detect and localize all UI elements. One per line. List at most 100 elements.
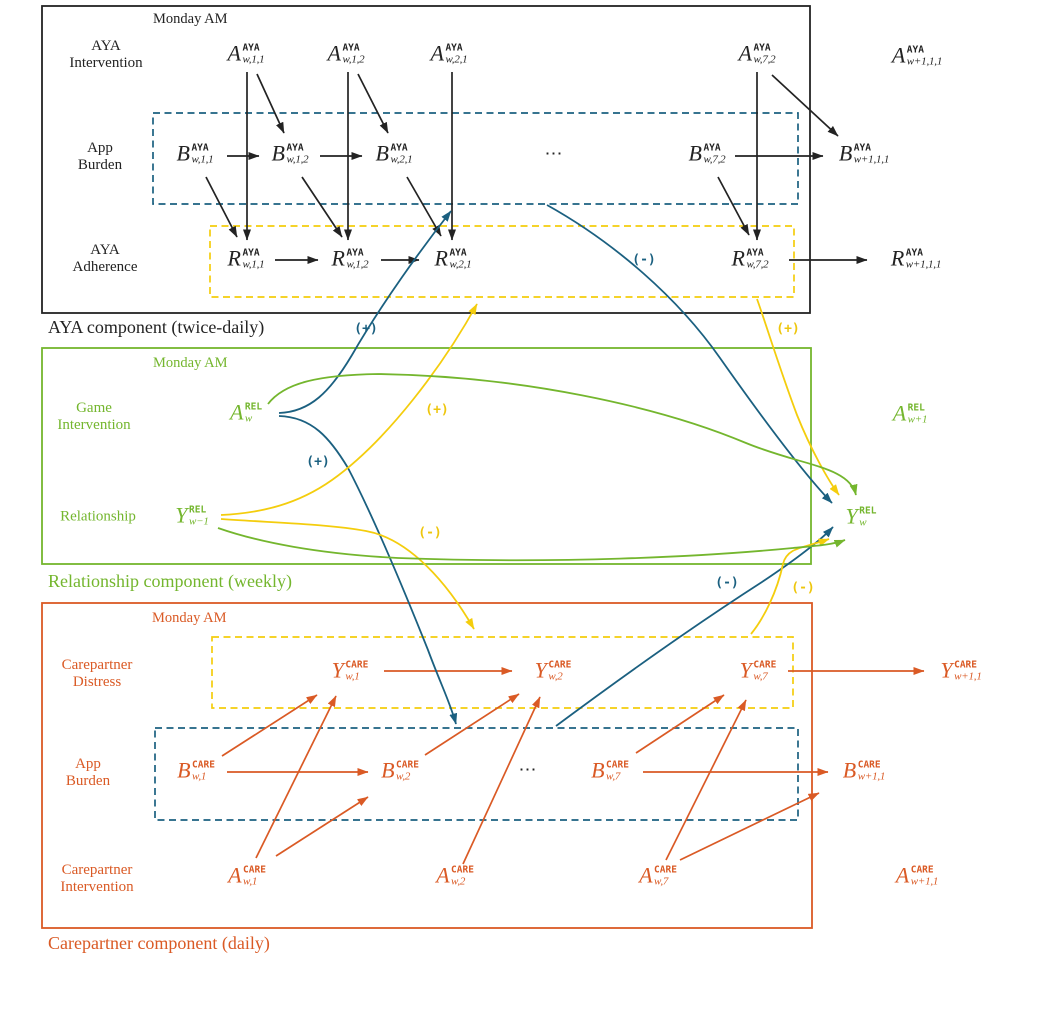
- math-subscript: w,1,1: [242, 53, 265, 66]
- math-subscript: w,7,2: [753, 53, 776, 66]
- math-base: R: [731, 245, 745, 271]
- row-label-relationship: Relationship: [60, 508, 136, 525]
- aya-internal-arrows: [205, 72, 868, 264]
- math-superscript: AYA: [906, 44, 924, 56]
- row-label-care-burden: App Burden: [65, 755, 111, 789]
- math-scripts: AYA w,2,1: [390, 142, 412, 166]
- math-scripts: AYA w,2,1: [449, 248, 472, 271]
- node-care-burden-w1: B CARE w,1: [177, 759, 215, 783]
- edge-game-to-aya-burden: [278, 210, 452, 414]
- math-superscript: AYA: [746, 247, 764, 259]
- node-care-distress-w7: Y CARE w,7: [740, 659, 777, 683]
- math-subscript: w,1,2: [346, 258, 369, 271]
- edge-relationship-prev-to-aya-adherence: [220, 303, 478, 516]
- math-superscript: CARE: [857, 759, 881, 771]
- math-subscript: w+1,1,1: [906, 55, 943, 68]
- box-relationship-component: [41, 347, 812, 565]
- math-superscript: AYA: [390, 142, 408, 154]
- math-subscript: w+1,1: [954, 670, 982, 683]
- math-base: B: [591, 757, 605, 783]
- math-base: Y: [845, 503, 858, 529]
- sign-plus-game-to-care-burden: (+): [306, 454, 330, 470]
- math-subscript: w,7,2: [746, 258, 769, 271]
- math-scripts: REL w: [859, 506, 876, 529]
- node-care-burden-w2: B CARE w,2: [381, 759, 419, 783]
- node-aya-intervention-w12: A AYA w,1,2: [327, 40, 365, 66]
- math-scripts: CARE w,2: [451, 864, 474, 888]
- math-scripts: AYA w,7,2: [746, 247, 769, 271]
- math-base: R: [434, 245, 448, 271]
- math-scripts: AYA w,2,1: [445, 43, 468, 66]
- math-superscript: CARE: [345, 659, 369, 671]
- math-subscript: w: [244, 412, 253, 425]
- box-care-burden-dashed: [154, 727, 799, 821]
- math-superscript: AYA: [346, 247, 364, 259]
- math-base: Y: [175, 502, 188, 528]
- math-superscript: CARE: [451, 864, 474, 876]
- math-scripts: CARE w,2: [396, 760, 419, 783]
- math-superscript: AYA: [342, 42, 360, 54]
- node-aya-intervention-w11: A AYA w,1,1: [228, 42, 265, 66]
- math-superscript: CARE: [606, 759, 629, 771]
- time-label-relationship: Monday AM: [153, 355, 228, 371]
- node-relationship-w: Y REL w: [845, 503, 877, 529]
- math-superscript: REL: [907, 402, 925, 414]
- math-base: R: [331, 245, 345, 271]
- math-scripts: CARE w,2: [548, 659, 572, 683]
- arrow-ca7-to-y7: [665, 699, 747, 861]
- arrow-a12-to-b21: [357, 73, 389, 134]
- box-carepartner-component: [41, 602, 813, 929]
- edge-relationship-prev-to-care-distress: [220, 518, 475, 630]
- node-care-distress-next: Y CARE w+1,1: [940, 659, 982, 683]
- math-scripts: AYA w,7,2: [703, 143, 725, 166]
- math-superscript: CARE: [548, 659, 572, 671]
- edge-game-to-care-burden: [278, 415, 458, 725]
- time-label-carepartner: Monday AM: [152, 610, 227, 626]
- box-aya-component: [41, 5, 811, 314]
- node-game-intervention-next: A REL w+1: [893, 402, 928, 426]
- node-game-intervention-w: A REL w: [229, 399, 262, 425]
- math-scripts: REL w+1: [907, 402, 928, 426]
- math-superscript: AYA: [286, 142, 304, 154]
- sign-plus-aya-adherence-to-rel: (+): [776, 321, 800, 337]
- math-subscript: w,2,1: [449, 258, 472, 271]
- node-aya-intervention-w72: A AYA w,7,2: [739, 42, 776, 66]
- row-label-aya-burden: App Burden: [77, 139, 123, 173]
- math-subscript: w+1,1: [857, 770, 886, 783]
- math-scripts: AYA w,1,1: [242, 43, 265, 66]
- math-scripts: CARE w,7: [654, 864, 677, 888]
- math-base: A: [891, 42, 906, 68]
- math-superscript: AYA: [853, 142, 871, 154]
- node-care-intervention-w1: A CARE w,1: [228, 864, 266, 888]
- math-base: R: [890, 245, 905, 271]
- math-base: B: [176, 140, 190, 166]
- node-care-intervention-w2: A CARE w,2: [436, 864, 474, 888]
- math-scripts: CARE w,1: [192, 760, 215, 783]
- math-scripts: CARE w+1,1: [954, 659, 982, 683]
- math-subscript: w+1: [907, 413, 928, 426]
- math-subscript: w,1: [192, 770, 207, 783]
- math-base: A: [229, 399, 244, 425]
- math-scripts: AYA w,1,1: [191, 143, 213, 166]
- math-scripts: REL w: [244, 402, 262, 425]
- math-subscript: w,1,1: [242, 258, 265, 271]
- math-superscript: AYA: [242, 247, 260, 259]
- arrow-b12-to-r12: [301, 176, 343, 238]
- math-scripts: CARE w,7: [606, 759, 629, 783]
- math-superscript: CARE: [954, 659, 978, 671]
- node-care-distress-w1: Y CARE w,1: [332, 659, 369, 683]
- math-scripts: AYA w,1,2: [346, 247, 369, 271]
- math-base: A: [430, 40, 444, 66]
- node-aya-intervention-next: A AYA w+1,1,1: [891, 42, 943, 68]
- math-base: A: [327, 40, 341, 66]
- edge-aya-burden-to-relationship: [546, 204, 833, 504]
- math-subscript: w,7: [753, 670, 768, 683]
- sign-minus-care-distress-to-rel: (-): [791, 580, 815, 596]
- math-subscript: w,2,1: [445, 53, 468, 66]
- row-label-carepartner-distress: Carepartner Distress: [61, 656, 133, 690]
- time-label-aya: Monday AM: [153, 11, 228, 27]
- arrow-b11-to-r11: [205, 176, 238, 238]
- math-superscript: CARE: [654, 864, 677, 876]
- node-aya-burden-w11: B AYA w,1,1: [176, 140, 214, 166]
- math-base: A: [895, 862, 910, 888]
